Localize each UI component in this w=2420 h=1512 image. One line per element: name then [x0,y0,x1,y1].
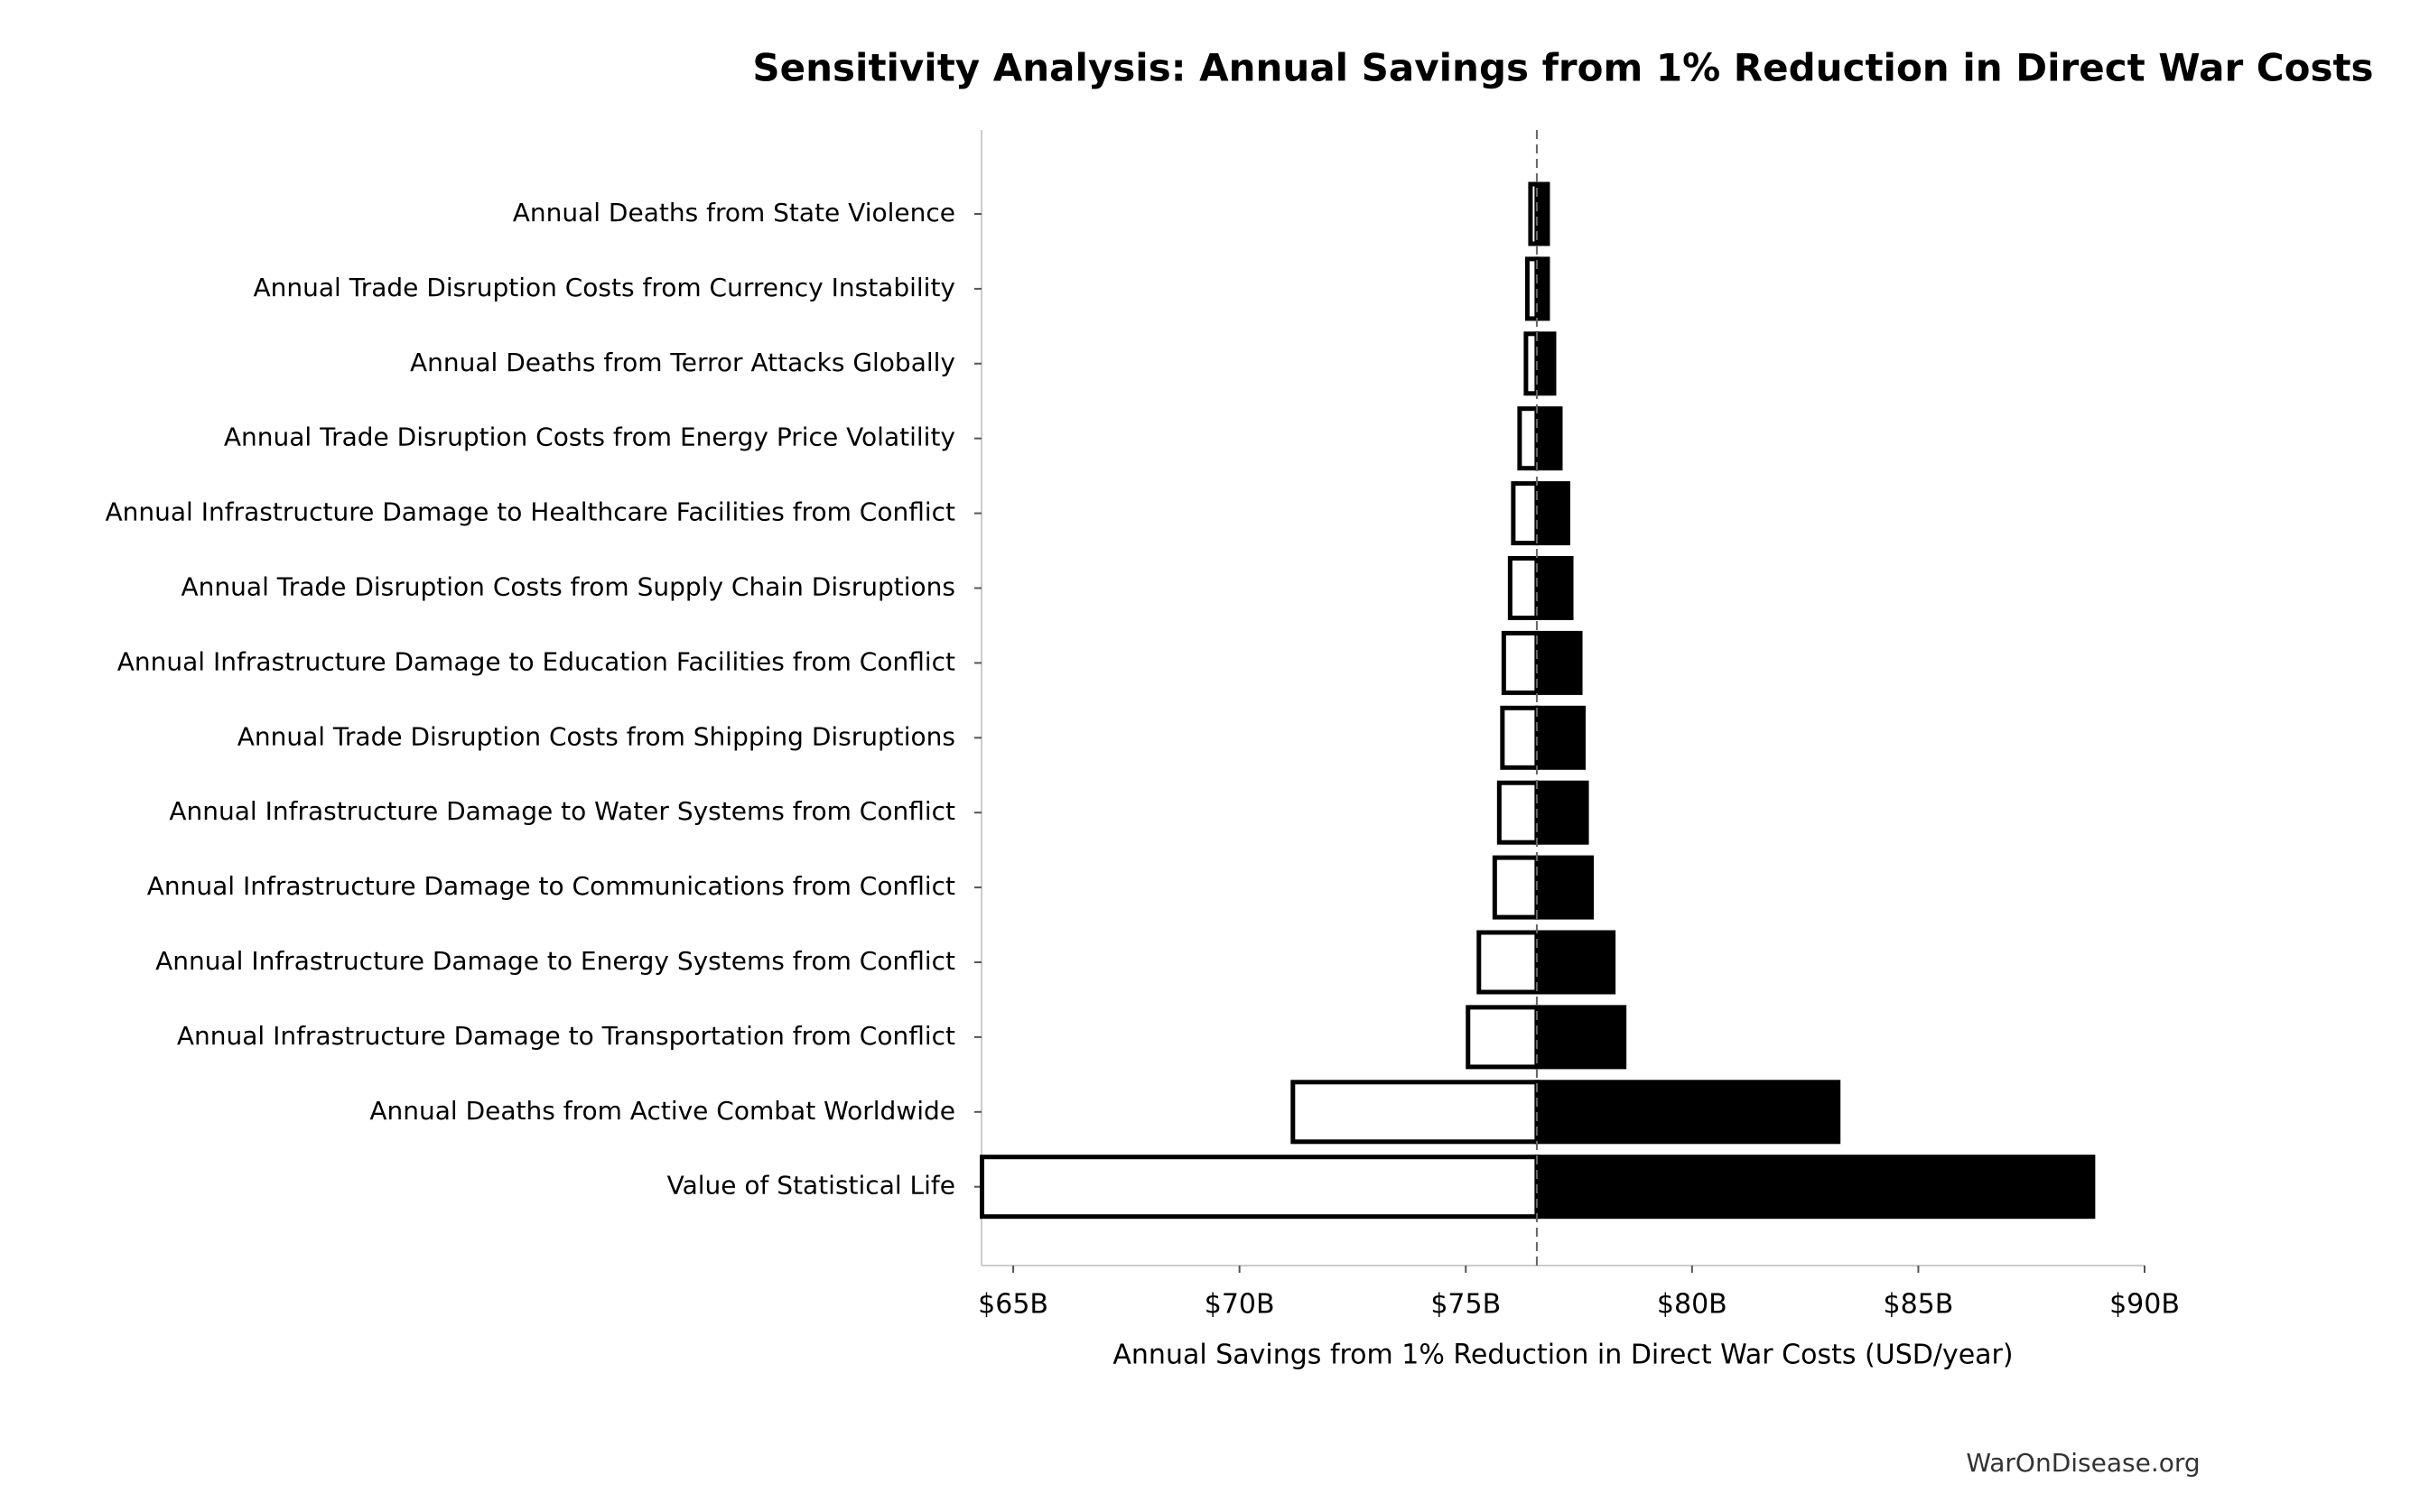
y-tick-label: Value of Statistical Life [667,1171,955,1201]
x-tick-label: $85B [1883,1289,1953,1321]
low-bar [1290,1080,1540,1145]
low-bar [1492,855,1540,920]
y-tick-label: Annual Deaths from State Violence [513,198,955,227]
y-tick-label: Annual Trade Disruption Costs from Curre… [253,273,955,302]
high-bar [1534,1080,1841,1145]
low-bar [1496,780,1540,845]
high-bar [1534,780,1589,845]
high-bar [1534,930,1616,995]
high-bar [1534,705,1587,770]
low-bar [1517,406,1540,471]
low-bar [1466,1005,1540,1070]
source: WarOnDisease.org [1966,1448,2200,1478]
x-tick-label: $70B [1205,1289,1275,1321]
x-axis-label: Annual Savings from 1% Reduction in Dire… [1112,1340,2013,1371]
low-bar [1507,556,1540,620]
low-bar [1501,630,1540,695]
low-bar [1511,481,1540,546]
high-bar [1534,481,1571,546]
high-bar [1534,630,1583,695]
y-tick-label: Annual Trade Disruption Costs from Shipp… [237,721,955,751]
chart-title: Sensitivity Analysis: Annual Savings fro… [752,46,2373,90]
high-bar [1534,256,1550,321]
high-bar [1534,1005,1627,1070]
y-tick-label: Annual Trade Disruption Costs from Energ… [224,422,955,452]
high-bar [1534,181,1550,246]
low-bar [1476,930,1540,995]
y-tick-label: Annual Infrastructure Damage to Healthca… [106,497,956,527]
y-tick-label: Annual Trade Disruption Costs from Suppl… [182,572,955,602]
high-bar [1534,1155,2096,1220]
y-tick-label: Annual Deaths from Active Combat Worldwi… [369,1096,955,1126]
x-tick-label: $65B [978,1289,1048,1321]
high-bar [1534,855,1595,920]
x-tick-label: $90B [2109,1289,2180,1321]
y-tick-label: Annual Deaths from Terror Attacks Global… [410,348,955,377]
y-tick-label: Annual Infrastructure Damage to Energy S… [155,946,955,976]
y-tick-label: Annual Infrastructure Damage to Communic… [147,871,955,901]
x-tick-label: $80B [1657,1289,1727,1321]
low-bar [980,1155,1540,1220]
low-bar [1500,705,1540,770]
high-bar [1534,406,1563,471]
x-tick-label: $75B [1430,1289,1501,1321]
high-bar [1534,556,1574,620]
high-bar [1534,331,1557,396]
y-tick-label: Annual Infrastructure Damage to Water Sy… [169,796,955,826]
y-tick-label: Annual Infrastructure Damage to Educatio… [117,646,955,676]
y-tick-label: Annual Infrastructure Damage to Transpor… [177,1021,955,1051]
